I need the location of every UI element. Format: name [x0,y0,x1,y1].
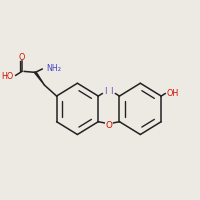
Text: O: O [105,121,112,130]
Text: HO: HO [1,72,14,81]
Text: I: I [110,87,113,96]
Text: OH: OH [166,89,178,98]
Text: NH₂: NH₂ [46,64,61,73]
Text: O: O [19,53,25,62]
Polygon shape [34,72,45,85]
Text: I: I [105,87,107,96]
